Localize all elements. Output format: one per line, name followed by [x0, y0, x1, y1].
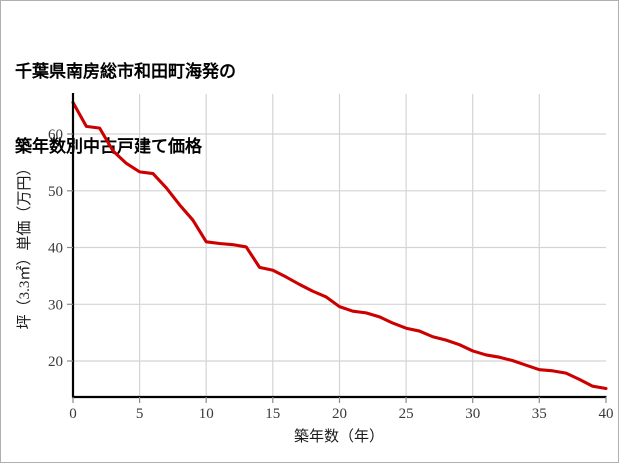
chart-title-line-1: 千葉県南房総市和田町海発の — [15, 62, 236, 81]
x-tick-label-35: 35 — [532, 406, 547, 422]
x-tick-labels: 0 5 10 15 20 25 30 35 40 — [69, 406, 613, 422]
chart-title-line-2: 築年数別中古戸建て価格 — [15, 137, 202, 156]
x-tick-label-30: 30 — [465, 406, 480, 422]
data-series-line — [71, 100, 608, 391]
y-tick-label-30: 30 — [48, 297, 63, 313]
x-tick-label-10: 10 — [199, 406, 214, 422]
chart-title: 千葉県南房総市和田町海発の 築年数別中古戸建て価格 — [15, 9, 236, 209]
x-tick-label-20: 20 — [332, 406, 347, 422]
x-tick-label-15: 15 — [265, 406, 280, 422]
x-tick-label-40: 40 — [599, 406, 614, 422]
x-tick-label-0: 0 — [69, 406, 77, 422]
y-tick-label-50: 50 — [48, 184, 63, 200]
x-axis-title: 築年数（年） — [294, 427, 384, 445]
x-tick-label-25: 25 — [399, 406, 414, 422]
y-tick-label-40: 40 — [48, 241, 63, 257]
vertical-gridlines — [139, 94, 540, 397]
y-tick-labels: 60 50 40 30 20 — [48, 127, 63, 370]
y-tick-label-20: 20 — [48, 354, 63, 370]
y-tick-label-60: 60 — [48, 127, 63, 143]
y-axis-title: 坪（3.3㎡）単価（万円） — [16, 161, 33, 330]
x-tick-marks — [72, 397, 607, 403]
y-tick-marks — [67, 133, 73, 362]
x-tick-label-5: 5 — [136, 406, 144, 422]
